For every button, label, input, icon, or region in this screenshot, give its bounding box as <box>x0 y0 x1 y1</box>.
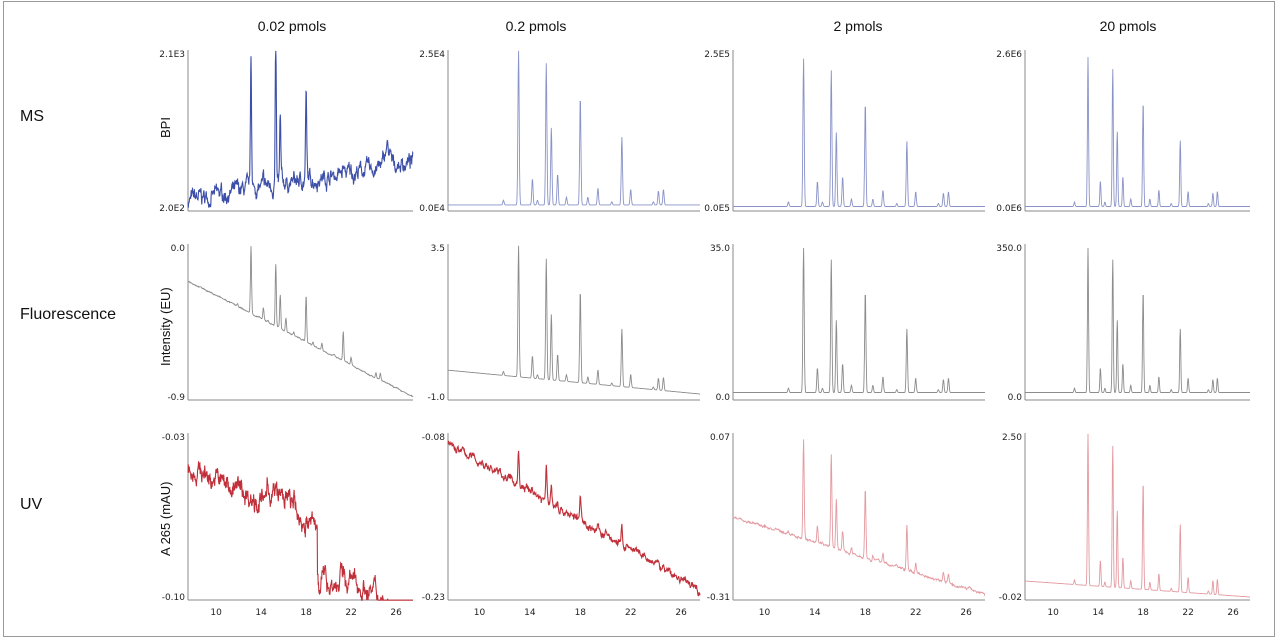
trace-uv-0-2-pmols <box>447 440 701 597</box>
x-tick-10-uv-2-pmols: 10 <box>759 608 771 618</box>
x-tick-22-uv-0-2-pmols: 22 <box>625 608 636 618</box>
y-tick-min-ms-20-pmols: 0.0E6 <box>996 204 1022 214</box>
trace-uv-0-02-pmols <box>187 461 413 601</box>
x-tick-10-uv-0-2-pmols: 10 <box>474 608 486 618</box>
x-tick-18-uv-20-pmols: 18 <box>1137 608 1149 618</box>
row-label-ms: MS <box>20 108 44 125</box>
y-tick-min-uv-20-pmols: -0.02 <box>999 593 1022 603</box>
x-tick-10-uv-20-pmols: 10 <box>1047 608 1059 618</box>
x-tick-18-uv-0-2-pmols: 18 <box>575 608 587 618</box>
y-tick-min-fluorescence-20-pmols: 0.0 <box>1008 393 1023 403</box>
trace-fluorescence-0-02-pmols <box>187 246 414 398</box>
y-tick-max-fluorescence-20-pmols: 350.0 <box>996 244 1022 254</box>
y-tick-max-ms-2-pmols: 2.5E5 <box>704 50 730 60</box>
figure-frame <box>3 1 1275 637</box>
x-tick-14-uv-0-02-pmols: 14 <box>255 608 267 618</box>
y-tick-max-uv-0-2-pmols: -0.08 <box>422 433 446 443</box>
row-label-fluorescence: Fluorescence <box>20 306 117 323</box>
x-tick-14-uv-20-pmols: 14 <box>1092 608 1104 618</box>
x-tick-14-uv-2-pmols: 14 <box>809 608 821 618</box>
column-title-0.2-pmols: 0.2 pmols <box>505 18 567 34</box>
x-tick-10-uv-0-02-pmols: 10 <box>210 608 222 618</box>
y-tick-min-fluorescence-0-2-pmols: -1.0 <box>427 393 445 403</box>
column-title-2-pmols: 2 pmols <box>833 18 883 34</box>
x-tick-18-uv-2-pmols: 18 <box>860 608 872 618</box>
y-tick-min-fluorescence-0-02-pmols: -0.9 <box>167 393 185 403</box>
trace-uv-20-pmols <box>1025 433 1250 598</box>
y-tick-max-uv-20-pmols: 2.50 <box>1002 433 1022 443</box>
trace-ms-0-02-pmols <box>187 50 414 209</box>
y-tick-max-fluorescence-0-02-pmols: 0.0 <box>171 244 186 254</box>
y-tick-max-ms-0-02-pmols: 2.1E3 <box>159 50 185 60</box>
trace-fluorescence-2-pmols <box>733 247 985 394</box>
y-tick-min-ms-0-02-pmols: 2.0E2 <box>159 204 185 214</box>
x-tick-22-uv-0-02-pmols: 22 <box>345 608 356 618</box>
y-tick-min-uv-0-2-pmols: -0.23 <box>422 593 445 603</box>
y-tick-min-uv-2-pmols: -0.31 <box>707 593 730 603</box>
y-tick-min-ms-0-2-pmols: 0.0E4 <box>419 204 445 214</box>
trace-ms-2-pmols <box>733 58 985 207</box>
trace-uv-2-pmols <box>732 439 986 597</box>
x-tick-22-uv-20-pmols: 22 <box>1182 608 1193 618</box>
y-tick-max-ms-0-2-pmols: 2.5E4 <box>419 50 445 60</box>
row-label-uv: UV <box>20 496 43 513</box>
x-tick-14-uv-0-2-pmols: 14 <box>524 608 536 618</box>
column-title-0.02-pmols: 0.02 pmols <box>257 18 327 34</box>
y-tick-max-uv-2-pmols: 0.07 <box>710 433 730 443</box>
trace-fluorescence-0-2-pmols <box>448 245 700 395</box>
y-tick-min-ms-2-pmols: 0.0E5 <box>704 204 730 214</box>
y-tick-max-fluorescence-0-2-pmols: 3.5 <box>431 244 445 254</box>
x-tick-26-uv-2-pmols: 26 <box>960 608 972 618</box>
y-tick-max-uv-0-02-pmols: -0.03 <box>162 433 185 443</box>
column-title-20-pmols: 20 pmols <box>1099 18 1157 34</box>
y-tick-max-ms-20-pmols: 2.6E6 <box>996 50 1022 60</box>
y-tick-min-uv-0-02-pmols: -0.10 <box>162 593 186 603</box>
x-tick-26-uv-0-02-pmols: 26 <box>390 608 402 618</box>
y-tick-max-fluorescence-2-pmols: 35.0 <box>710 244 730 254</box>
x-tick-22-uv-2-pmols: 22 <box>910 608 921 618</box>
x-tick-26-uv-0-2-pmols: 26 <box>675 608 687 618</box>
x-tick-18-uv-0-02-pmols: 18 <box>300 608 312 618</box>
trace-ms-20-pmols <box>1025 57 1250 207</box>
trace-ms-0-2-pmols <box>448 50 700 206</box>
x-tick-26-uv-20-pmols: 26 <box>1227 608 1239 618</box>
trace-fluorescence-20-pmols <box>1025 247 1250 394</box>
y-tick-min-fluorescence-2-pmols: 0.0 <box>716 393 731 403</box>
